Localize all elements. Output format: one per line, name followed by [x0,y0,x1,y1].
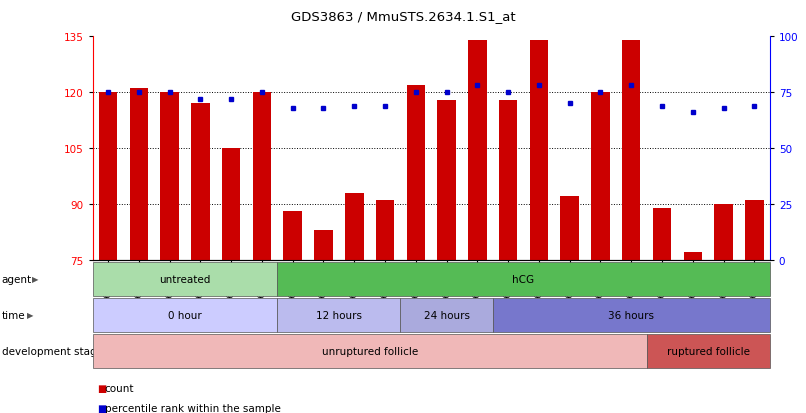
Text: 24 hours: 24 hours [424,310,470,320]
Text: unruptured follicle: unruptured follicle [322,346,418,356]
Bar [253,93,271,260]
Bar [499,100,517,260]
Bar [406,85,425,260]
Text: count: count [105,383,135,393]
Bar [530,41,548,260]
Text: ▶: ▶ [32,275,39,284]
Bar [130,89,148,260]
Text: ■: ■ [97,383,106,393]
Text: untreated: untreated [160,274,210,284]
Text: ruptured follicle: ruptured follicle [667,346,750,356]
Bar [314,230,333,260]
Bar [683,253,702,260]
Bar [714,204,733,260]
Bar [468,41,487,260]
Bar [160,93,179,260]
Text: ■: ■ [97,403,106,413]
Text: ▶: ▶ [95,347,102,356]
Text: agent: agent [2,274,31,284]
Bar [745,201,763,260]
Bar [438,100,456,260]
Bar [99,93,118,260]
Text: GDS3863 / MmuSTS.2634.1.S1_at: GDS3863 / MmuSTS.2634.1.S1_at [291,10,515,23]
Text: percentile rank within the sample: percentile rank within the sample [105,403,280,413]
Bar [376,201,394,260]
Bar [653,208,671,260]
Bar [592,93,609,260]
Bar [622,41,641,260]
Bar [345,193,364,260]
Text: ▶: ▶ [27,311,33,320]
Text: time: time [2,310,25,320]
Text: hCG: hCG [513,274,534,284]
Bar [284,212,302,260]
Text: 36 hours: 36 hours [609,310,654,320]
Text: development stage: development stage [2,346,102,356]
Bar [222,149,240,260]
Bar [560,197,579,260]
Text: 12 hours: 12 hours [316,310,362,320]
Text: 0 hour: 0 hour [168,310,202,320]
Bar [191,104,210,260]
